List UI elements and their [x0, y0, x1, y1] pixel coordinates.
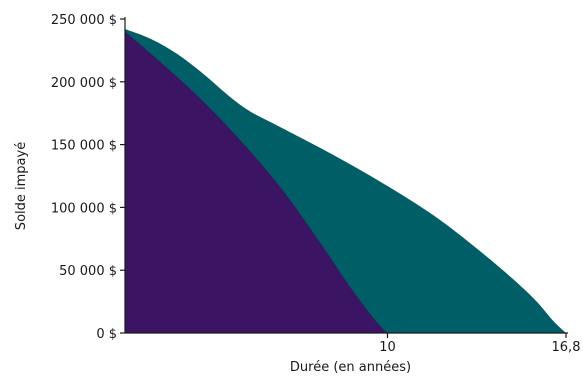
y-tick-label: 0 $	[96, 327, 117, 342]
x-axis-ticks: 10 16,8	[379, 333, 580, 355]
series-area-2	[125, 31, 388, 334]
y-tick-label: 250 000 $	[51, 13, 117, 28]
series-areas	[125, 29, 566, 334]
x-axis-title: Durée (en années)	[290, 360, 411, 375]
y-tick-label: 50 000 $	[59, 264, 117, 279]
x-tick-label: 16,8	[552, 340, 581, 355]
x-tick-label: 10	[379, 340, 396, 355]
y-tick-label: 150 000 $	[51, 139, 117, 154]
y-axis-ticks: 0 $ 50 000 $ 100 000 $ 150 000 $ 200 000 $ 25…	[51, 13, 125, 342]
y-tick-label: 200 000 $	[51, 76, 117, 91]
y-axis-title: Solde impayé	[14, 142, 29, 230]
y-tick-label: 100 000 $	[51, 201, 117, 216]
